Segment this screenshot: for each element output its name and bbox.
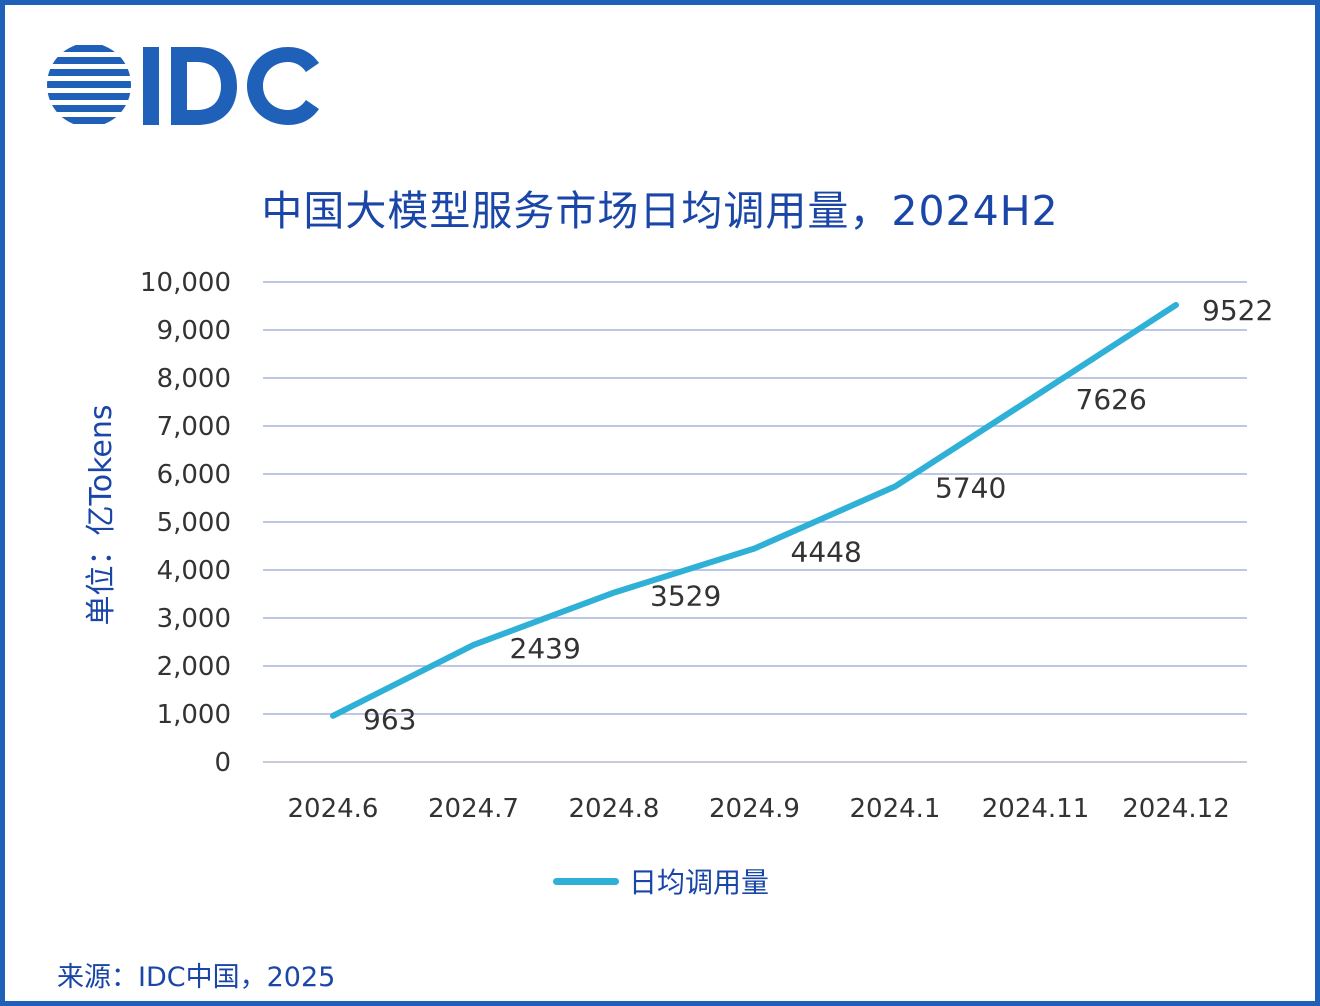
data-label: 7626 (1076, 383, 1147, 416)
data-label: 2439 (510, 632, 581, 665)
x-axis-ticks: 2024.6 2024.7 2024.8 2024.9 2024.1 2024.11 202… (288, 794, 1230, 824)
legend-swatch (553, 877, 619, 885)
x-tick-label: 2024.6 (288, 794, 379, 824)
x-tick-label: 2024.11 (982, 794, 1090, 824)
y-tick-label: 0 (214, 748, 231, 778)
series-layer (330, 301, 1179, 719)
idc-logo-graphic (47, 45, 319, 125)
x-tick-label: 2024.7 (428, 794, 519, 824)
y-tick-label: 1,000 (157, 700, 231, 730)
data-label: 4448 (791, 535, 862, 568)
y-tick-label: 8,000 (157, 364, 231, 394)
idc-logo (47, 43, 337, 137)
line-chart-plot: 0 1,000 2,000 3,000 4,000 5,000 6,000 7,000 8,00… (140, 268, 1273, 824)
y-tick-label: 5,000 (157, 508, 231, 538)
data-label: 963 (363, 703, 416, 736)
x-tick-label: 2024.8 (569, 794, 660, 824)
data-label: 5740 (935, 471, 1006, 504)
series-line (330, 301, 1179, 719)
y-tick-label: 6,000 (157, 460, 231, 490)
x-tick-label: 2024.12 (1122, 794, 1230, 824)
data-labels: 963 2439 3529 4448 5740 7626 9522 (363, 294, 1273, 736)
source-note: 来源：IDC中国，2025 (57, 962, 336, 993)
y-tick-label: 7,000 (157, 412, 231, 442)
y-tick-label: 4,000 (157, 556, 231, 586)
x-tick-label: 2024.9 (709, 794, 800, 824)
data-label: 9522 (1202, 294, 1273, 327)
data-label: 3529 (650, 580, 721, 613)
y-tick-label: 3,000 (157, 604, 231, 634)
y-tick-label: 9,000 (157, 316, 231, 346)
y-tick-label: 2,000 (157, 652, 231, 682)
legend-label: 日均调用量 (629, 866, 770, 899)
x-tick-label: 2024.1 (850, 794, 941, 824)
y-axis-ticks: 0 1,000 2,000 3,000 4,000 5,000 6,000 7,000 8,00… (140, 268, 231, 778)
legend: 日均调用量 (553, 861, 769, 901)
chart-title: 中国大模型服务市场日均调用量，2024H2 (261, 187, 1059, 235)
y-tick-label: 10,000 (140, 268, 231, 298)
